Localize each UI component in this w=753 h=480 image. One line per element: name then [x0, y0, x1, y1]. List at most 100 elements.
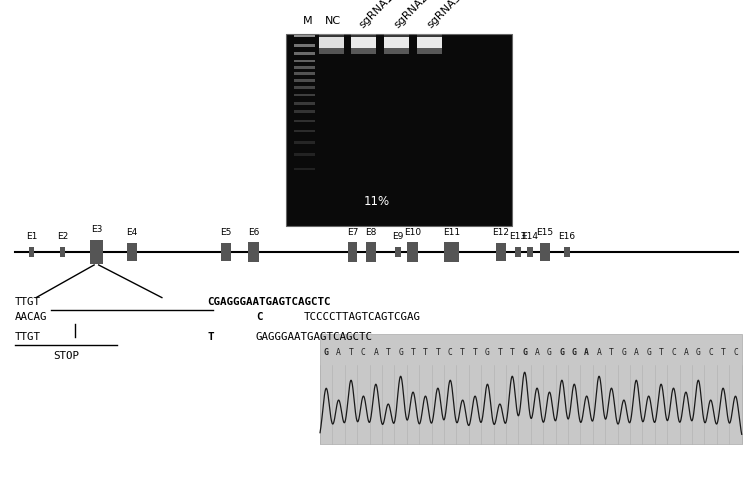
Bar — [351, 48, 376, 54]
Text: E5: E5 — [220, 228, 232, 237]
Text: G: G — [696, 348, 701, 357]
Text: T: T — [349, 348, 353, 357]
Bar — [60, 247, 65, 257]
Bar — [294, 44, 315, 47]
Text: E12: E12 — [492, 228, 509, 237]
Text: G: G — [547, 348, 552, 357]
Bar — [294, 94, 315, 96]
Bar — [319, 37, 344, 48]
Bar — [90, 240, 102, 264]
Text: E10: E10 — [404, 228, 421, 237]
Text: T: T — [423, 348, 428, 357]
Text: T: T — [460, 348, 465, 357]
Bar — [294, 102, 315, 105]
Text: G: G — [559, 348, 564, 357]
Bar — [29, 247, 34, 257]
Bar — [294, 72, 315, 75]
Text: E7: E7 — [346, 228, 358, 237]
Text: T: T — [435, 348, 441, 357]
Text: E13: E13 — [510, 232, 526, 241]
Text: A: A — [336, 348, 341, 357]
Text: C: C — [256, 312, 262, 322]
Text: TTGT: TTGT — [15, 332, 41, 342]
Text: E14: E14 — [522, 232, 538, 241]
Bar — [294, 141, 315, 144]
Text: A: A — [634, 348, 639, 357]
Text: M: M — [303, 16, 312, 26]
Bar — [407, 242, 419, 262]
Text: G: G — [621, 348, 626, 357]
Text: T: T — [659, 348, 663, 357]
Bar — [417, 48, 442, 54]
Text: T: T — [721, 348, 726, 357]
Text: G: G — [572, 348, 577, 357]
Text: TTGT: TTGT — [15, 297, 41, 307]
Text: E3: E3 — [90, 225, 102, 234]
Bar — [351, 37, 376, 48]
Text: E11: E11 — [444, 228, 460, 237]
Bar — [294, 79, 315, 82]
Bar — [294, 168, 315, 170]
Text: T: T — [609, 348, 614, 357]
Text: T: T — [386, 348, 391, 357]
Text: T: T — [510, 348, 515, 357]
Bar — [351, 34, 376, 37]
Text: E8: E8 — [365, 228, 377, 237]
Text: G: G — [646, 348, 651, 357]
Text: C: C — [671, 348, 676, 357]
Bar — [527, 247, 532, 257]
Bar — [565, 247, 569, 257]
Bar — [384, 34, 409, 37]
Bar — [294, 66, 315, 69]
Text: sgRNA1: sgRNA1 — [358, 0, 395, 30]
Bar — [294, 153, 315, 156]
Text: 11%: 11% — [364, 195, 389, 208]
Bar — [417, 34, 442, 37]
Text: STOP: STOP — [53, 351, 79, 361]
Bar — [384, 37, 409, 48]
Bar — [417, 37, 442, 48]
Text: G: G — [398, 348, 403, 357]
Bar — [541, 243, 550, 261]
Bar — [248, 242, 259, 262]
Text: E15: E15 — [537, 228, 553, 237]
Text: CGAGGGAATGAGTCAGCTC: CGAGGGAATGAGTCAGCTC — [208, 297, 331, 307]
Text: T: T — [473, 348, 477, 357]
Bar — [320, 334, 742, 444]
Text: A: A — [684, 348, 688, 357]
Text: T: T — [498, 348, 502, 357]
Text: TCCCCTTAGTCAGTCGAG: TCCCCTTAGTCAGTCGAG — [304, 312, 421, 322]
Bar — [515, 247, 520, 257]
Bar — [294, 130, 315, 132]
Text: T: T — [410, 348, 416, 357]
Bar — [286, 34, 512, 226]
Bar — [294, 60, 315, 62]
Text: C: C — [361, 348, 366, 357]
Text: A: A — [596, 348, 602, 357]
Bar — [319, 34, 344, 37]
Text: E2: E2 — [57, 232, 68, 241]
Text: E4: E4 — [127, 228, 137, 237]
Bar — [294, 110, 315, 113]
Text: E16: E16 — [559, 232, 575, 241]
Text: E6: E6 — [248, 228, 260, 237]
Text: AACAG: AACAG — [15, 312, 47, 322]
Text: GAGGGAATGAGTCAGCTC: GAGGGAATGAGTCAGCTC — [256, 332, 373, 342]
Bar — [496, 243, 506, 261]
Bar — [127, 243, 137, 261]
Bar — [384, 48, 409, 54]
Text: NC: NC — [325, 16, 341, 26]
Text: C: C — [448, 348, 453, 357]
Text: C: C — [733, 348, 738, 357]
Bar — [221, 243, 230, 261]
Text: E9: E9 — [392, 232, 404, 241]
Bar — [366, 242, 376, 262]
Bar — [444, 242, 459, 262]
Bar — [347, 242, 357, 262]
Text: G: G — [324, 348, 328, 357]
Bar — [294, 52, 315, 55]
Bar — [319, 48, 344, 54]
Text: A: A — [535, 348, 539, 357]
Text: G: G — [523, 348, 527, 357]
Bar — [294, 35, 315, 37]
